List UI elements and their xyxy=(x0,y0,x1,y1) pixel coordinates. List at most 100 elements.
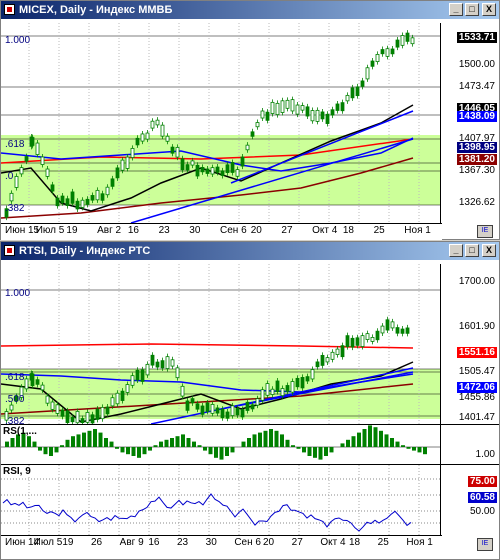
fib-618-label: .618 xyxy=(5,372,25,383)
ma-value-box: 1551.16 xyxy=(456,347,497,358)
candle xyxy=(335,103,340,111)
ao-bar xyxy=(16,434,20,447)
candle xyxy=(150,120,155,129)
candle xyxy=(65,410,70,424)
ao-bar xyxy=(76,434,81,447)
trend-line xyxy=(130,138,414,223)
candle xyxy=(165,135,170,142)
candle xyxy=(290,99,295,112)
date-tick: Ноя 1 xyxy=(404,225,431,236)
candle xyxy=(220,408,225,419)
ao-bar xyxy=(104,438,108,447)
candle xyxy=(185,400,190,411)
close-button[interactable]: X xyxy=(482,244,496,257)
candle xyxy=(180,385,185,397)
candle xyxy=(110,178,115,187)
maximize-button[interactable]: □ xyxy=(465,3,479,16)
candle xyxy=(405,32,410,42)
candle xyxy=(155,119,160,126)
ao-bar xyxy=(401,445,405,447)
rtsi-titlebar[interactable]: RTSI, Daily - Индекс РТС _ □ X xyxy=(1,242,499,260)
candle xyxy=(140,133,145,142)
micex-window[interactable]: MICEX, Daily - Индекс ММВБ _ □ X 1.000 .… xyxy=(0,0,500,240)
date-tick: Окт 4 xyxy=(320,537,346,548)
rtsi-price-pane[interactable]: 1.000 .618 .500 .382 xyxy=(1,264,442,424)
candle xyxy=(195,403,200,410)
candle xyxy=(170,359,175,367)
rtsi-date-axis[interactable]: Июн 14 Июл 5 19 26 Авг 9 16 23 30 Сен 6 20 27 Окт 4… xyxy=(1,535,442,552)
micex-price-pane[interactable]: 1.000 .618 .0 .382 xyxy=(1,23,442,223)
candle xyxy=(360,80,365,87)
ma-red-line xyxy=(1,343,414,349)
candle xyxy=(305,106,310,117)
candle xyxy=(400,328,405,334)
candle xyxy=(305,376,310,382)
minimize-button[interactable]: _ xyxy=(449,3,463,16)
chart-icon[interactable]: IE xyxy=(477,225,493,238)
candle xyxy=(9,404,14,411)
ao-label: RS(1,... xyxy=(3,426,37,437)
candle xyxy=(150,354,155,366)
rsi-overbought-box: 75.00 xyxy=(467,476,497,487)
ao-axis[interactable]: 1.00 xyxy=(440,424,499,465)
ma-value-box: 1472.06 xyxy=(456,382,497,393)
candle xyxy=(380,49,385,55)
candle xyxy=(9,192,14,202)
y-tick: 1326.62 xyxy=(458,197,495,208)
y-tick: 50.00 xyxy=(469,506,495,517)
rsi-pane[interactable]: RSI, 9 xyxy=(1,464,442,535)
date-tick: 16 xyxy=(148,537,160,548)
y-tick: 1601.90 xyxy=(458,321,495,332)
candle xyxy=(310,369,315,380)
candle xyxy=(390,48,395,55)
ao-bar xyxy=(82,432,86,447)
ao-histogram xyxy=(1,425,442,460)
candle xyxy=(315,109,320,122)
ao-bar xyxy=(54,447,59,453)
micex-candle-chart xyxy=(1,23,442,223)
ao-bar xyxy=(87,430,92,447)
ao-bar xyxy=(71,436,75,447)
candle xyxy=(115,167,120,179)
candle xyxy=(260,389,265,401)
ao-histogram-pane[interactable]: RS(1,... xyxy=(1,424,442,465)
minimize-button[interactable]: _ xyxy=(449,244,463,257)
candle xyxy=(320,111,325,120)
candle xyxy=(365,333,370,340)
date-tick: Июн 15 xyxy=(5,225,40,236)
candle xyxy=(75,200,80,210)
close-button[interactable]: X xyxy=(482,3,496,16)
chart-app-icon xyxy=(4,4,15,15)
ao-bar xyxy=(153,445,158,447)
rtsi-window[interactable]: RTSI, Daily - Индекс РТС _ □ X 1.000 .61… xyxy=(0,241,500,560)
ao-bar xyxy=(120,447,125,453)
date-tick: Окт 4 xyxy=(312,225,338,236)
rsi-label: RSI, 9 xyxy=(3,466,31,477)
candle xyxy=(135,137,140,146)
maximize-button[interactable]: □ xyxy=(465,244,479,257)
candle xyxy=(345,335,350,348)
micex-date-axis[interactable]: Июн 15 Июл 5 19 Авг 2 16 23 30 Сен 6 20 27 Окт 4 18… xyxy=(1,223,442,240)
candle xyxy=(315,361,320,368)
y-tick: 1505.47 xyxy=(458,366,495,377)
micex-titlebar[interactable]: MICEX, Daily - Индекс ММВБ _ □ X xyxy=(1,1,499,19)
candle xyxy=(275,380,280,393)
date-tick: Июн 14 xyxy=(5,537,40,548)
chart-icon[interactable]: IE xyxy=(477,538,493,551)
rsi-axis[interactable]: 75.00 60.58 50.00 xyxy=(440,464,499,535)
candle xyxy=(100,406,105,420)
candle xyxy=(130,375,135,386)
fib-500-label: .500 xyxy=(5,394,25,405)
candle xyxy=(255,398,260,406)
micex-price-axis[interactable]: 1533.71 1500.00 1473.47 1446.05 1438.09 … xyxy=(440,23,499,223)
candle xyxy=(125,384,130,393)
fib-100-label: 1.000 xyxy=(5,35,31,46)
candle xyxy=(225,164,230,173)
candle xyxy=(350,337,355,348)
rtsi-price-axis[interactable]: 1700.00 1601.90 1551.16 1505.47 1472.06 … xyxy=(440,264,499,424)
date-tick: Авг 2 xyxy=(97,225,122,236)
candle xyxy=(385,319,390,331)
candle xyxy=(175,147,180,158)
candle xyxy=(275,102,280,116)
ao-bar xyxy=(390,438,394,447)
